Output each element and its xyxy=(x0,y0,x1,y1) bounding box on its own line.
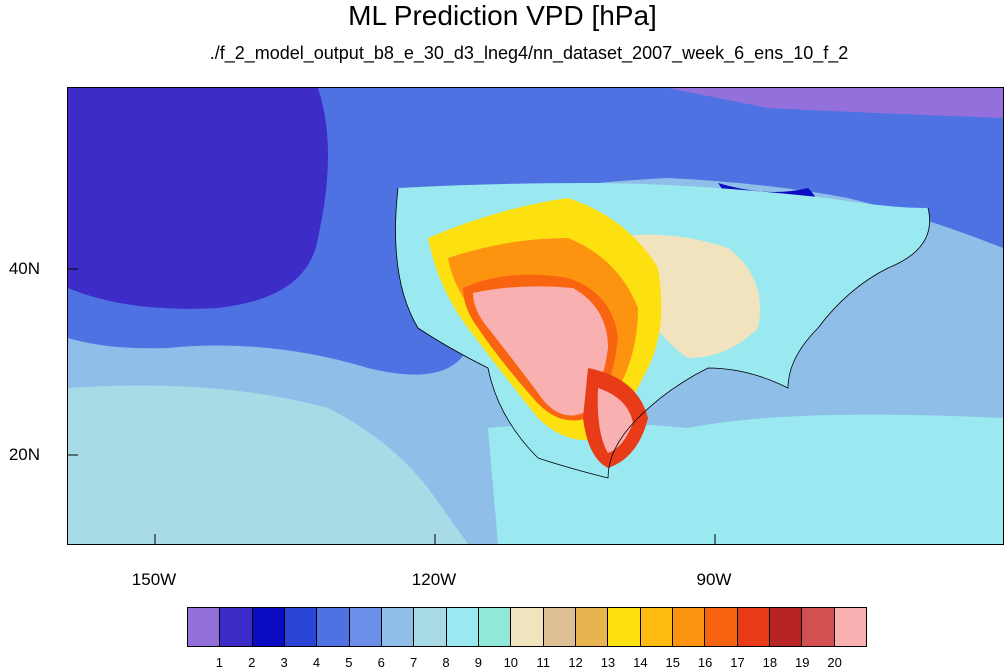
vpd-map xyxy=(68,88,1003,544)
southwest-hottest xyxy=(473,286,608,416)
legend-label: 5 xyxy=(345,655,353,670)
legend-label: 14 xyxy=(633,655,648,670)
legend-swatch xyxy=(349,608,382,646)
legend-swatch xyxy=(188,608,221,646)
canada-zone xyxy=(368,88,1003,248)
legend-swatch xyxy=(446,608,479,646)
legend-label: 19 xyxy=(795,655,810,670)
y-tick-label: 20N xyxy=(8,445,40,464)
plot-subtitle: ./f_2_model_output_b8_e_30_d3_lneg4/nn_d… xyxy=(209,43,849,63)
legend-label: 1 xyxy=(215,655,223,670)
legend-label: 8 xyxy=(442,655,450,670)
map-panel xyxy=(67,87,1004,545)
legend-label: 10 xyxy=(503,655,519,670)
legend-swatch xyxy=(705,608,738,646)
color-legend xyxy=(187,607,867,647)
plot-title: ML Prediction VPD [hPa] xyxy=(348,0,657,31)
legend-swatch xyxy=(575,608,609,646)
legend-label: 11 xyxy=(536,655,550,670)
pacific-lowest-zone xyxy=(68,88,328,309)
legend-swatch xyxy=(608,608,641,646)
x-tick-label: 120W xyxy=(411,570,457,589)
legend-swatch xyxy=(543,608,576,646)
coastline xyxy=(395,187,930,479)
legend-label: 9 xyxy=(474,655,483,670)
legend-label: 6 xyxy=(377,655,385,670)
legend-label: 15 xyxy=(665,655,680,670)
legend-label: 12 xyxy=(568,655,583,670)
mexico-hottest xyxy=(597,388,633,453)
legend-label: 17 xyxy=(730,655,745,670)
arctic-zone xyxy=(668,88,1003,118)
legend-swatch xyxy=(769,608,803,646)
legend-label: 2 xyxy=(248,655,256,670)
legend-swatch xyxy=(252,608,285,646)
y-tick-label: 40N xyxy=(8,259,40,278)
legend-swatch xyxy=(672,608,706,646)
legend-label: 18 xyxy=(762,655,778,670)
legend-swatch xyxy=(802,608,835,646)
legend-swatch xyxy=(381,608,415,646)
legend-swatch xyxy=(414,608,447,646)
legend-label: 13 xyxy=(600,655,616,670)
legend-swatch xyxy=(511,608,544,646)
legend-swatch xyxy=(284,608,318,646)
x-tick-label: 150W xyxy=(131,570,177,589)
legend-swatch xyxy=(834,608,866,646)
legend-swatch xyxy=(478,608,512,646)
legend-swatch xyxy=(640,608,673,646)
legend-label: 16 xyxy=(697,655,713,670)
legend-label: 20 xyxy=(827,655,842,670)
legend-swatch xyxy=(220,608,253,646)
legend-label: 3 xyxy=(280,655,288,670)
x-tick-label: 90W xyxy=(696,570,732,589)
subtropic-zone xyxy=(68,385,468,544)
legend-swatch xyxy=(317,608,350,646)
legend-swatch xyxy=(737,608,770,646)
legend-label: 7 xyxy=(410,655,418,670)
legend-label: 4 xyxy=(312,655,321,670)
